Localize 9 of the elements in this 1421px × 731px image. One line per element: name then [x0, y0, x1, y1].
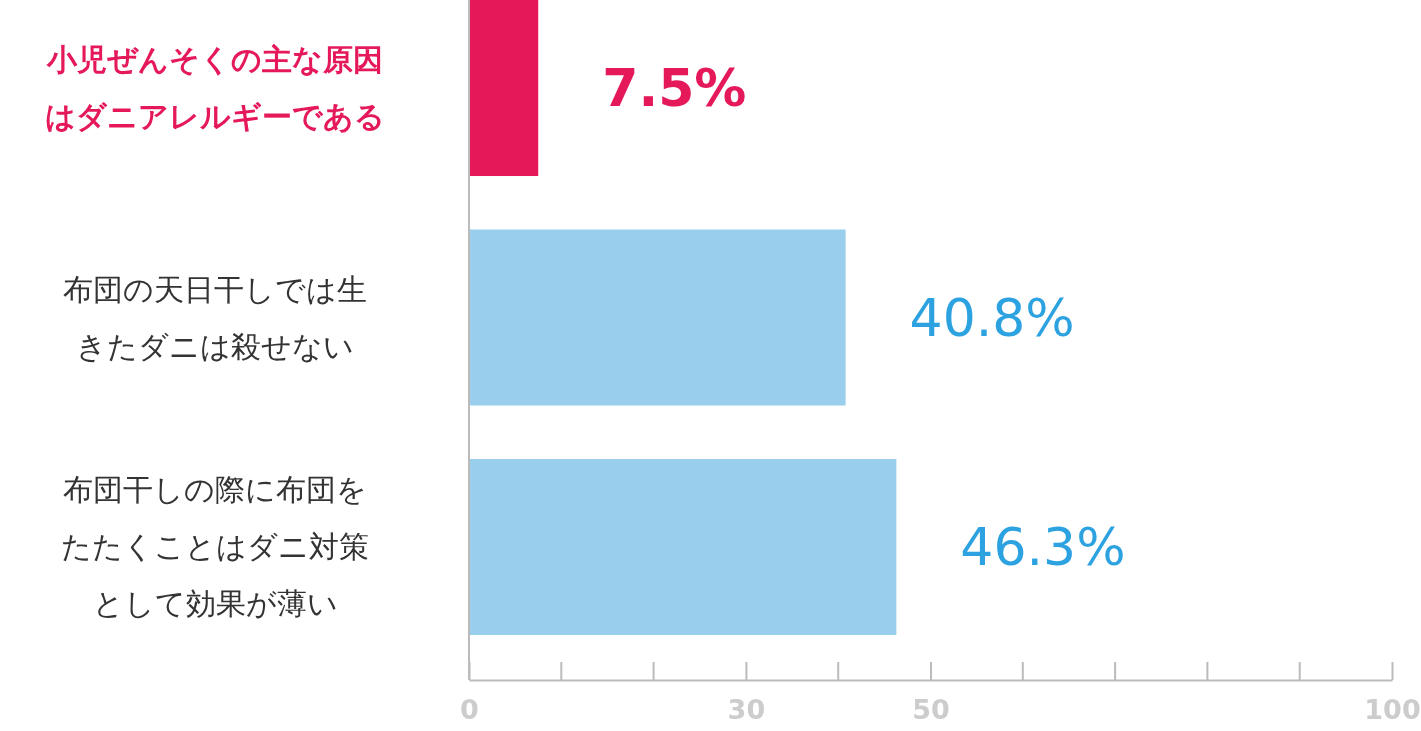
data-label: 46.3% — [960, 517, 1126, 578]
data-label: 40.8% — [909, 287, 1075, 348]
y-tick-label: 布団の天日干しでは生きたダニは殺せない — [63, 271, 367, 364]
bar — [469, 0, 539, 177]
y-tick-label: 布団干しの際に布団をたたくことはダニ対策として効果が薄い — [61, 472, 369, 622]
y-tick-label: 小児ぜんそくの主な原因はダニアレルギーである — [45, 42, 385, 135]
data-label: 7.5% — [602, 58, 747, 119]
bar — [469, 229, 846, 406]
bar — [469, 458, 897, 635]
